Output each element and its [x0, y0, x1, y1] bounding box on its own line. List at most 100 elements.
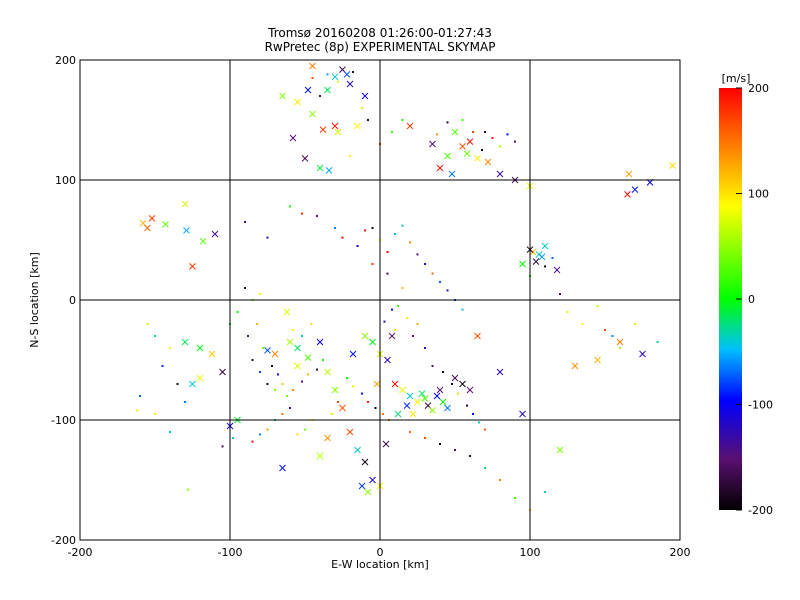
cross-stroke: [181, 200, 189, 208]
y-axis-label: N-S location [km]: [28, 252, 41, 348]
scatter-point-cross: [382, 440, 390, 448]
scatter-point-dot: [301, 335, 303, 337]
scatter-point-cross: [484, 158, 492, 166]
cross-stroke: [444, 404, 451, 412]
cross-stroke: [424, 402, 432, 409]
scatter-point-cross: [421, 395, 429, 402]
scatter-point-cross: [466, 138, 474, 145]
cross-stroke: [463, 150, 471, 157]
scatter-point-cross: [451, 374, 459, 382]
scatter-point-cross: [406, 392, 414, 400]
scatter-point-cross: [553, 266, 561, 274]
scatter-point-dot: [446, 289, 449, 292]
scatter-point-dot: [187, 488, 189, 491]
colorbar-tick-label: 100: [748, 188, 769, 201]
scatter-point-dot: [551, 257, 554, 259]
scatter-point-dot: [352, 385, 354, 388]
scatter-point-cross: [541, 242, 549, 250]
scatter-point-cross: [316, 338, 324, 346]
colorbar-label: [m/s]: [722, 72, 751, 85]
cross-stroke: [414, 398, 421, 406]
scatter-point-dot: [544, 491, 546, 493]
scatter-point-cross: [532, 258, 540, 265]
cross-stroke: [459, 380, 466, 388]
scatter-point-dot: [514, 140, 516, 143]
y-tick-label: 200: [55, 54, 76, 67]
scatter-point-dot: [244, 287, 246, 289]
scatter-point-dot: [457, 392, 459, 395]
scatter-point-dot: [544, 265, 546, 268]
scatter-point-dot: [361, 107, 363, 109]
cross-stroke: [309, 110, 316, 118]
scatter-point-cross: [433, 392, 441, 400]
scatter-point-dot: [604, 329, 606, 331]
scatter-point-dot: [619, 347, 621, 349]
cross-stroke: [316, 164, 324, 172]
scatter-point-dot: [406, 317, 408, 319]
cross-stroke: [283, 308, 291, 316]
scatter-point-cross: [519, 410, 526, 418]
scatter-point-cross: [283, 308, 291, 316]
cross-stroke: [519, 260, 526, 268]
scatter-point-dot: [356, 245, 359, 247]
scatter-point-cross: [346, 428, 354, 436]
cross-stroke: [451, 374, 459, 382]
scatter-point-dot: [259, 293, 261, 295]
cross-stroke: [301, 155, 309, 162]
cross-stroke: [324, 86, 331, 94]
scatter-point-dot: [439, 281, 441, 283]
cross-stroke: [361, 458, 369, 466]
scatter-point-cross: [181, 200, 189, 208]
cross-stroke: [358, 482, 366, 490]
scatter-point-dot: [310, 323, 312, 325]
scatter-point-dot: [371, 263, 374, 265]
scatter-point-dot: [367, 119, 369, 121]
scatter-point-dot: [611, 335, 614, 337]
scatter-point-dot: [466, 404, 468, 407]
scatter-point-cross: [361, 92, 369, 100]
scatter-point-dot: [251, 440, 254, 443]
scatter-point-dot: [371, 227, 374, 229]
cross-stroke: [316, 452, 324, 460]
y-tick-label: -200: [51, 534, 76, 547]
scatter-point-dot: [596, 305, 599, 307]
scatter-point-dot: [296, 433, 299, 436]
scatter-point-cross: [444, 404, 451, 412]
cross-stroke: [496, 368, 504, 376]
scatter-point-dot: [236, 311, 239, 313]
scatter-point-cross: [324, 86, 331, 94]
scatter-point-dot: [386, 251, 389, 253]
scatter-point-cross: [459, 143, 466, 150]
cross-stroke: [294, 344, 301, 352]
axis-ticks: -200 -100 0 100 200 -200 -100 0 100 200: [51, 54, 690, 559]
cross-stroke: [538, 253, 546, 261]
cross-stroke: [474, 155, 481, 162]
scatter-point-cross: [331, 73, 339, 81]
scatter-point-dot: [499, 479, 501, 481]
cross-stroke: [304, 86, 312, 94]
scatter-point-dot: [286, 395, 288, 397]
scatter-point-dot: [146, 323, 149, 325]
cross-stroke: [211, 230, 219, 238]
scatter-point-cross: [144, 224, 151, 232]
scatter-point-dot: [581, 323, 584, 325]
cross-stroke: [334, 128, 342, 136]
scatter-point-dot: [472, 413, 474, 415]
scatter-point-cross: [199, 237, 207, 245]
cross-stroke: [369, 338, 376, 346]
scatter-point-dot: [491, 137, 494, 139]
scatter-point-cross: [162, 221, 169, 228]
cross-stroke: [466, 386, 474, 394]
scatter-point-dot: [274, 389, 276, 391]
cross-stroke: [264, 347, 271, 354]
scatter-point-cross: [538, 253, 546, 261]
cross-stroke: [286, 338, 294, 346]
scatter-point-dot: [446, 121, 449, 124]
scatter-point-cross: [669, 162, 676, 169]
scatter-point-cross: [279, 464, 286, 472]
scatter-point-dot: [326, 73, 329, 76]
cross-stroke: [361, 332, 369, 340]
cross-stroke: [553, 266, 561, 274]
colorbar-tick-label: 0: [748, 293, 755, 306]
scatter-point-dot: [431, 365, 434, 367]
